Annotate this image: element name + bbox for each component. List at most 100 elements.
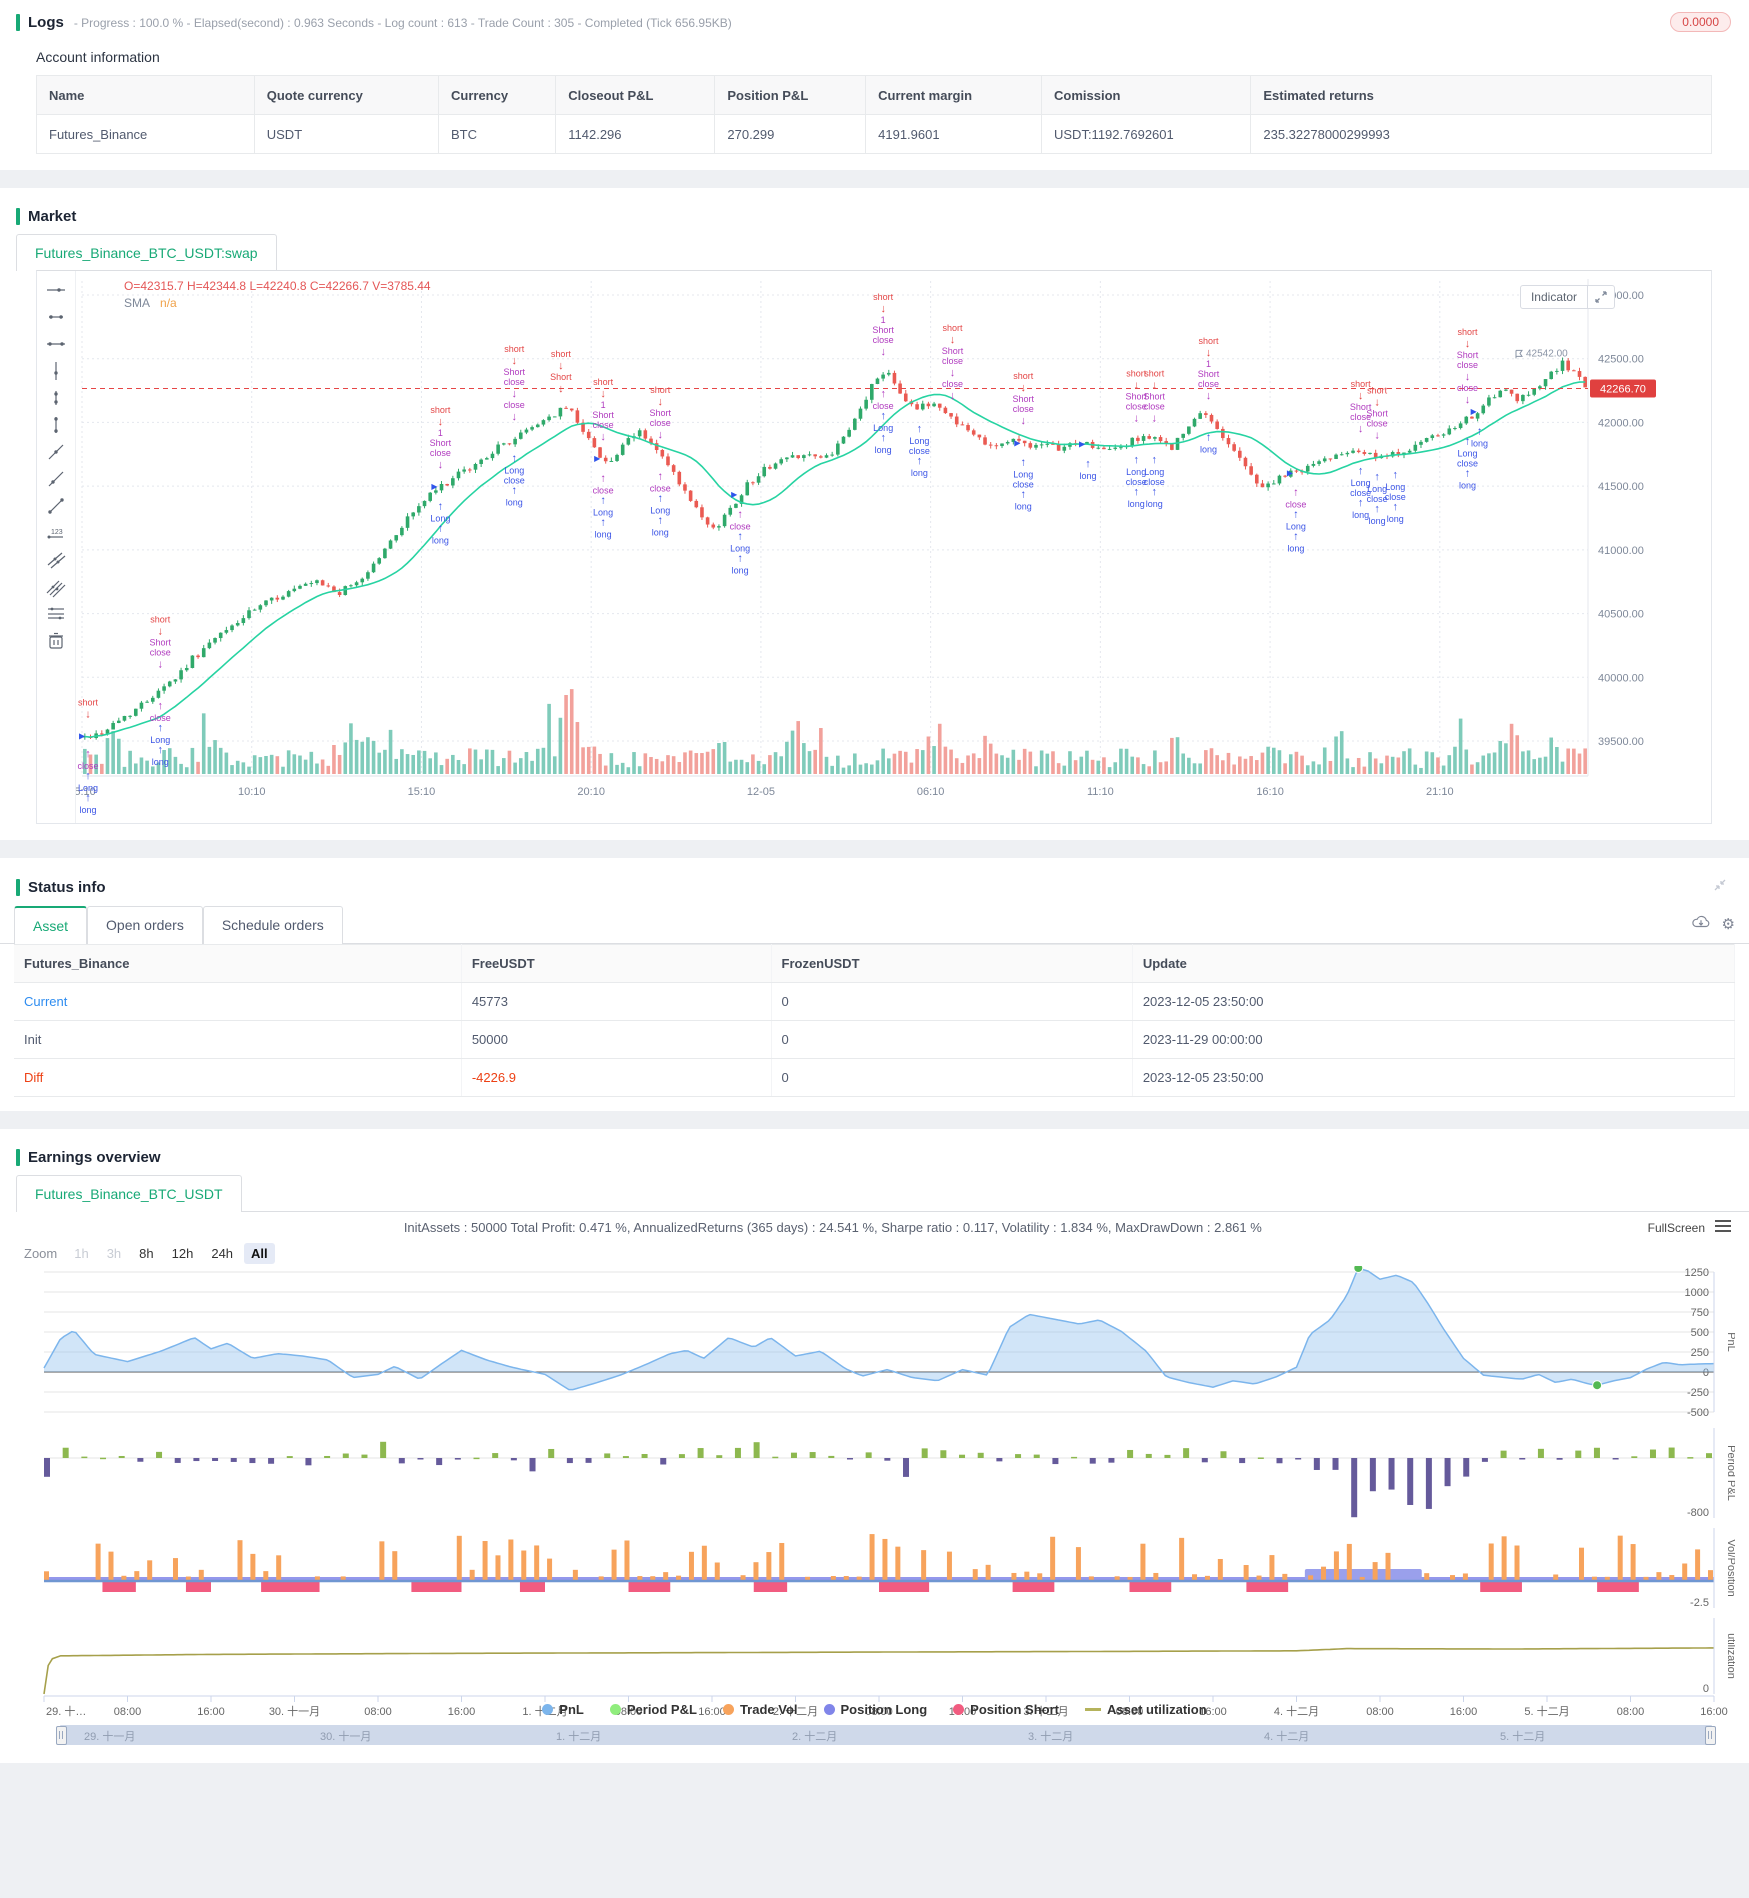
horizontal-ray-icon[interactable]: [45, 333, 67, 355]
navigator-label: 29. 十一月: [84, 1731, 136, 1743]
cross-line-icon[interactable]: [45, 279, 67, 301]
svg-text:close: close: [1457, 458, 1478, 468]
status-tab-open-orders[interactable]: Open orders: [87, 906, 203, 944]
legend-item-period-p-l[interactable]: Period P&L: [609, 1702, 697, 1717]
market-card: Market Futures_Binance_BTC_USDT:swap 123…: [0, 188, 1749, 840]
svg-text:15:10: 15:10: [408, 786, 436, 798]
legend-item-position-long[interactable]: Position Long: [823, 1702, 927, 1717]
zoom-button-24h[interactable]: 24h: [211, 1246, 234, 1261]
market-header: Market: [0, 194, 1749, 233]
zoom-button-3h[interactable]: 3h: [106, 1246, 122, 1261]
zoom-button-8h[interactable]: 8h: [139, 1246, 154, 1261]
zoom-button-1h[interactable]: 1h: [74, 1246, 89, 1261]
svg-text:250: 250: [1691, 1347, 1709, 1359]
range-navigator[interactable]: 29. 十一月 30. 十一月 1. 十二月 2. 十二月 3. 十二月 4. 十二月 5.…: [56, 1725, 1716, 1745]
account-value-cell: USDT:1192.7692601: [1041, 114, 1252, 154]
svg-text:↑: ↑: [600, 494, 606, 506]
status-row-label: Current: [14, 982, 462, 1021]
svg-text:↓: ↓: [1374, 430, 1380, 442]
vertical-line-icon[interactable]: [45, 360, 67, 382]
account-header-cell: Quote currency: [254, 75, 440, 115]
vertical-segment-icon[interactable]: [45, 387, 67, 409]
svg-text:close: close: [1367, 494, 1388, 504]
vertical-ray-icon[interactable]: [45, 414, 67, 436]
svg-text:↑: ↑: [600, 516, 606, 528]
price-label-icon[interactable]: 123: [45, 522, 67, 544]
earnings-legend: PnL Period P&L Trade Vol Position Long Posit…: [0, 1702, 1749, 1717]
market-tab-futures-binance-btc-usdt-swap[interactable]: Futures_Binance_BTC_USDT:swap: [16, 234, 277, 271]
account-header-cell: Currency: [438, 75, 557, 115]
parallel-lines-icon[interactable]: [45, 603, 67, 625]
svg-text:Long: Long: [1385, 482, 1405, 492]
svg-text:Long: Long: [78, 783, 98, 793]
svg-text:↓: ↓: [1374, 397, 1380, 409]
pitchfork-icon[interactable]: [45, 576, 67, 598]
svg-text:39500.00: 39500.00: [1598, 736, 1644, 748]
svg-text:Short: Short: [1125, 391, 1147, 401]
svg-text:close: close: [593, 485, 614, 495]
svg-text:PnL: PnL: [1725, 1332, 1735, 1352]
segment-icon[interactable]: [45, 495, 67, 517]
navigator-left-handle[interactable]: [56, 1726, 67, 1745]
svg-text:123: 123: [51, 529, 63, 536]
svg-text:Short: Short: [1366, 409, 1388, 419]
svg-text:20:10: 20:10: [577, 786, 605, 798]
legend-item-pnl[interactable]: PnL: [542, 1702, 584, 1717]
legend-dot: [609, 1704, 621, 1715]
svg-text:↓: ↓: [1465, 338, 1471, 350]
section-accent-bar: [16, 208, 20, 225]
legend-item-position-short[interactable]: Position Short: [953, 1702, 1059, 1717]
legend-item-asset-utilization[interactable]: Asset utilization: [1085, 1702, 1207, 1717]
svg-text:long: long: [1015, 502, 1032, 512]
status-tab-asset[interactable]: Asset: [14, 906, 88, 944]
delete-trash-icon[interactable]: [45, 630, 67, 652]
svg-text:↑: ↑: [1206, 431, 1212, 443]
svg-text:↓: ↓: [1206, 390, 1212, 402]
svg-text:short: short: [1367, 386, 1388, 396]
svg-text:Long: Long: [909, 436, 929, 446]
navigator-label: 3. 十二月: [1028, 1731, 1074, 1743]
svg-text:16:00: 16:00: [1450, 1706, 1478, 1718]
chart-fullscreen-icon[interactable]: [1588, 287, 1614, 307]
logs-card: Logs - Progress : 100.0 % - Elapsed(seco…: [0, 0, 1749, 170]
svg-text:-500: -500: [1687, 1407, 1709, 1419]
indicator-button[interactable]: Indicator: [1521, 286, 1588, 308]
settings-gear-icon[interactable]: ⚙: [1721, 916, 1735, 933]
svg-text:↓: ↓: [511, 355, 517, 367]
earnings-tab-futures-binance-btc-usdt[interactable]: Futures_Binance_BTC_USDT: [16, 1175, 242, 1212]
svg-text:↑: ↑: [511, 485, 517, 497]
svg-text:Short: Short: [1144, 391, 1166, 401]
svg-text:↓: ↓: [1206, 347, 1212, 359]
status-update-time: 2023-12-05 23:50:00: [1132, 982, 1736, 1021]
legend-item-trade-vol[interactable]: Trade Vol: [722, 1702, 798, 1717]
svg-text:close: close: [593, 420, 614, 430]
svg-text:long: long: [506, 498, 523, 508]
svg-text:41500.00: 41500.00: [1598, 481, 1644, 493]
svg-text:Short: Short: [430, 438, 452, 448]
status-title: Status info: [28, 879, 106, 896]
svg-text:1250: 1250: [1685, 1267, 1709, 1279]
zoom-button-12h[interactable]: 12h: [171, 1246, 194, 1261]
ray-line-icon[interactable]: [45, 468, 67, 490]
parallel-channel-icon[interactable]: [45, 549, 67, 571]
status-row-label: Init: [14, 1020, 462, 1059]
collapse-icon[interactable]: [1713, 878, 1727, 897]
section-accent-bar: [16, 14, 20, 31]
download-cloud-icon[interactable]: [1691, 914, 1710, 935]
earnings-charts[interactable]: 1250 1000 750 500 250 0 -250 -500 PnL -800 Period …: [14, 1266, 1735, 1718]
menu-icon[interactable]: [1715, 1220, 1731, 1235]
trend-line-icon[interactable]: [45, 441, 67, 463]
horizontal-segment-icon[interactable]: [45, 306, 67, 328]
status-tab-schedule-orders[interactable]: Schedule orders: [202, 906, 343, 944]
svg-text:short: short: [650, 385, 671, 395]
navigator-label: 1. 十二月: [556, 1731, 602, 1743]
svg-text:750: 750: [1691, 1307, 1709, 1319]
svg-text:↓: ↓: [600, 388, 606, 400]
svg-text:▶: ▶: [431, 482, 438, 491]
candlestick-chart[interactable]: 43000.0042500.0042000.0041500.0041000.00…: [68, 271, 1676, 821]
svg-text:42000.00: 42000.00: [1598, 417, 1644, 429]
svg-text:close: close: [909, 446, 930, 456]
fullscreen-button[interactable]: FullScreen: [1647, 1220, 1705, 1235]
navigator-right-handle[interactable]: [1705, 1726, 1716, 1745]
zoom-button-all[interactable]: All: [244, 1243, 275, 1264]
